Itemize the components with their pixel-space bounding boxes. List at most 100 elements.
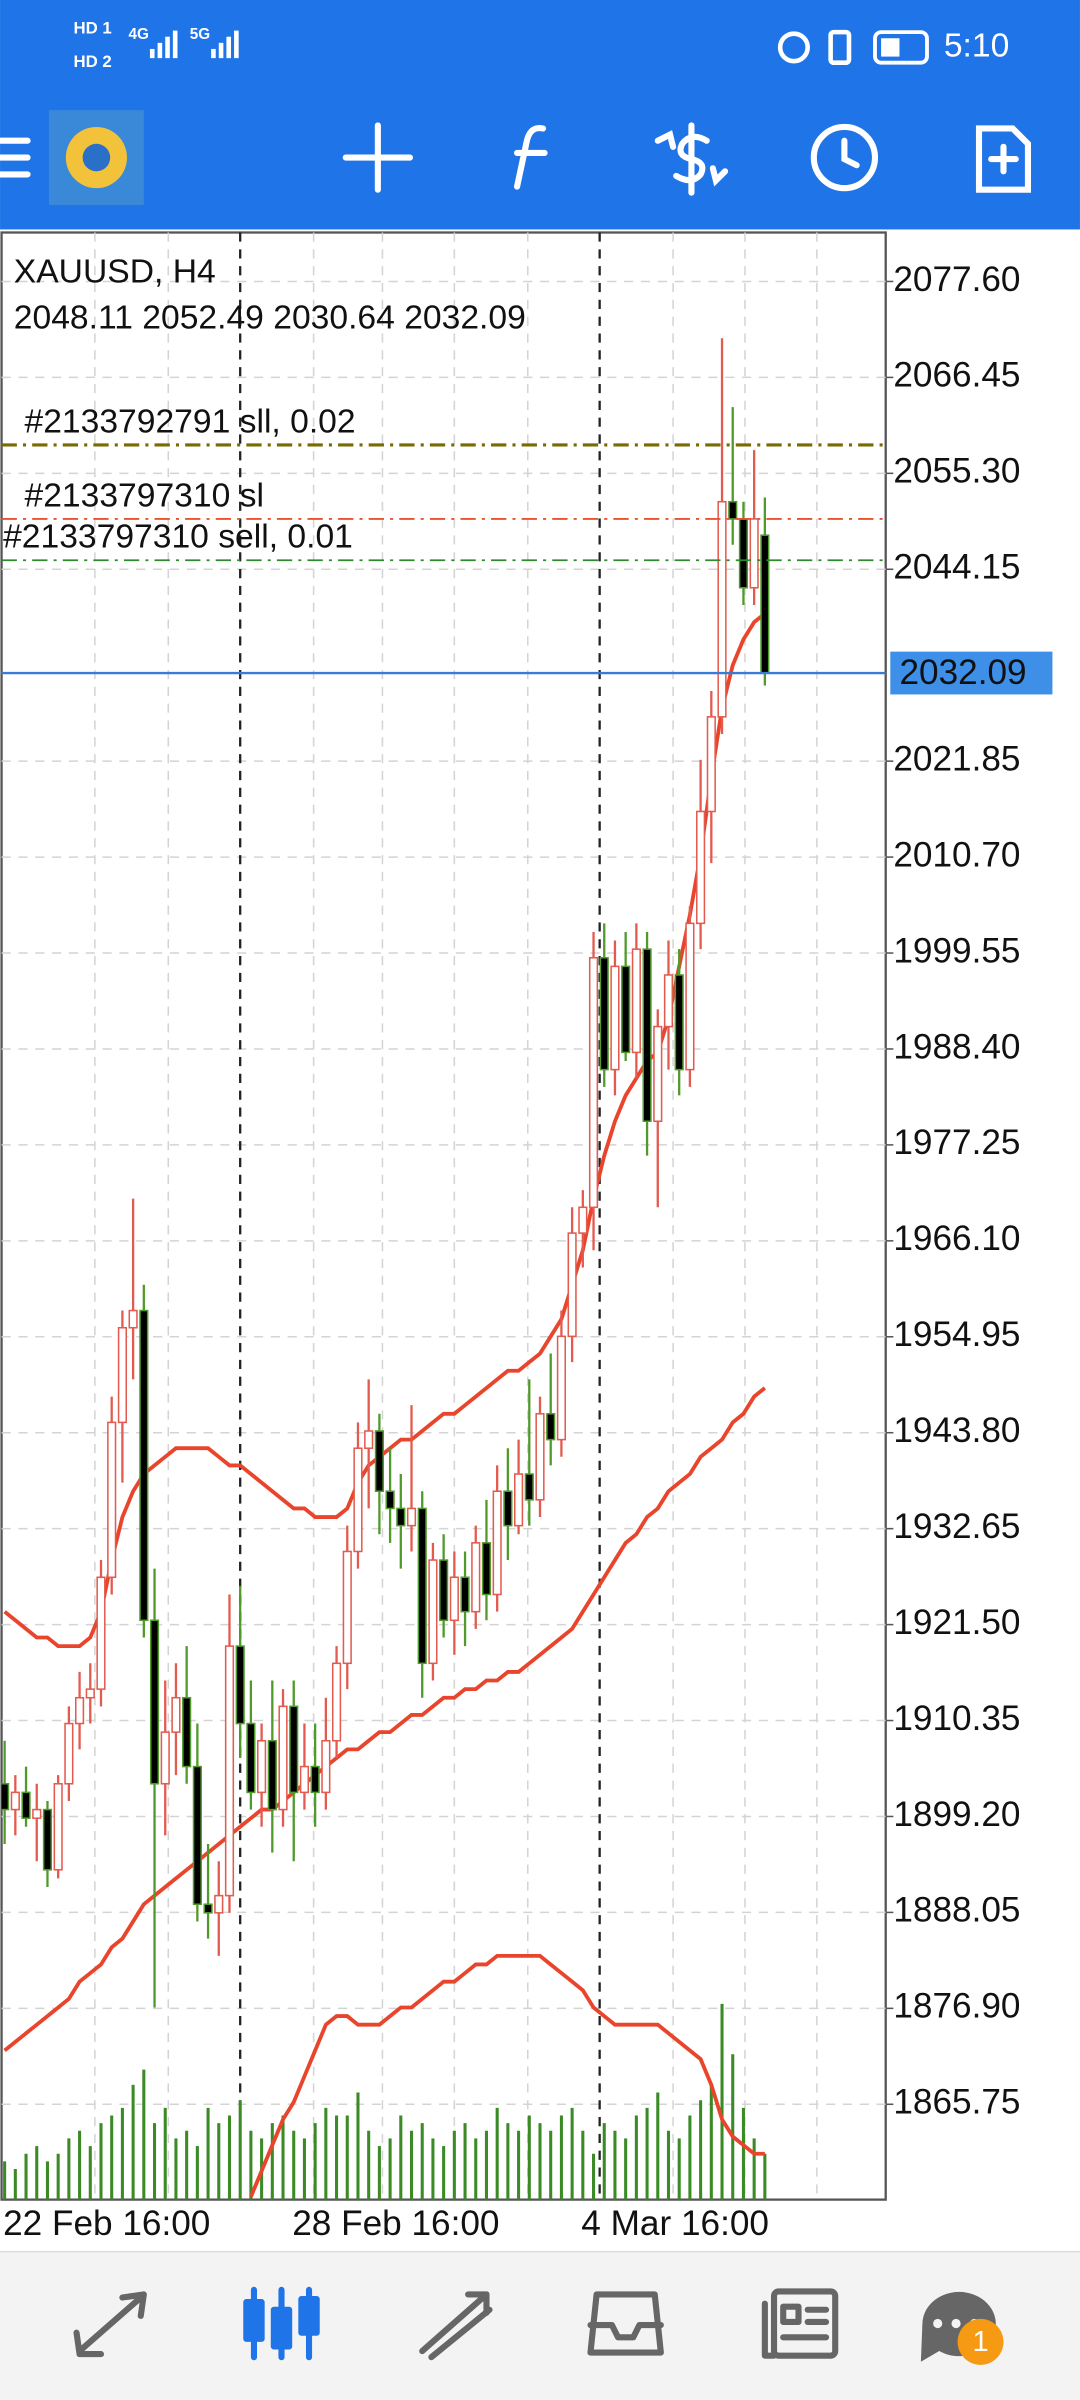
trade-tab[interactable] (419, 2291, 493, 2361)
x-tick-label: 4 Mar 16:00 (581, 2204, 769, 2243)
ohlc-low: 2030.64 (273, 300, 395, 337)
candle-body (674, 974, 684, 1071)
candle-body (449, 1576, 459, 1622)
order-label: #2133792791 sll, 0.02 (25, 403, 356, 440)
candle-body (74, 1696, 85, 1725)
x-tick-label: 22 Feb 16:00 (3, 2204, 210, 2243)
candle-body (128, 1309, 138, 1329)
candle-body (492, 1490, 502, 1596)
candle-body (631, 948, 641, 1054)
status-label: HD 2 (73, 52, 111, 71)
news-tab[interactable] (761, 2288, 839, 2359)
candle-body (289, 1705, 299, 1794)
ohlc-info: 2048.11 2052.49 2030.64 2032.09 (14, 300, 526, 337)
status-time: 5:10 (944, 27, 1009, 64)
bottom-nav (0, 2251, 1080, 2400)
timeframe-button[interactable] (810, 123, 879, 192)
candle-body (64, 1722, 74, 1785)
history-tab[interactable] (587, 2291, 664, 2356)
app-bar (0, 0, 1080, 230)
candle-body (224, 1645, 235, 1897)
candle-body (663, 974, 674, 1028)
candle-body (203, 1903, 213, 1914)
status-label: 5G (190, 26, 210, 43)
candle-body (513, 1473, 524, 1527)
candle-body (481, 1542, 492, 1596)
candle-body (182, 1696, 192, 1768)
candle-body (556, 1335, 567, 1441)
candle-body (642, 948, 652, 1123)
order-label: #2133797310 sell, 0.01 (3, 519, 353, 556)
menu-button[interactable] (0, 137, 31, 178)
candle-body (610, 965, 620, 1071)
y-tick-label: 1932.65 (893, 1507, 1020, 1546)
y-tick-label: 2044.15 (893, 548, 1020, 587)
candle-body (299, 1765, 310, 1794)
candle-body (139, 1309, 149, 1622)
y-tick-label: 1921.50 (893, 1603, 1020, 1642)
candle-body (53, 1783, 63, 1871)
y-tick-label: 1954.95 (893, 1315, 1020, 1354)
candle-body (214, 1894, 224, 1914)
toolbar (0, 110, 1032, 205)
new-order-button[interactable] (975, 125, 1032, 193)
y-tick-label: 1888.05 (893, 1891, 1020, 1930)
candle-body (417, 1507, 427, 1665)
candle-body (524, 1473, 534, 1501)
candle-body (364, 1430, 374, 1449)
candle-body (749, 518, 759, 589)
y-tick-label: 2055.30 (893, 452, 1020, 491)
quotes-tab[interactable] (73, 2291, 147, 2358)
candle-body (728, 500, 738, 520)
price-label: 2032.09 (899, 653, 1026, 692)
candle-body (535, 1413, 545, 1501)
chart-title: XAUUSD, H4 (14, 254, 216, 291)
y-tick-label: 1943.80 (893, 1411, 1020, 1450)
candle-body (439, 1559, 449, 1622)
indicators-button[interactable] (513, 125, 548, 190)
candle-body (246, 1722, 256, 1794)
candle-body (546, 1413, 556, 1441)
candle-body (32, 1808, 42, 1819)
order-label: #2133797310 sl (25, 477, 264, 514)
candle-body (310, 1765, 320, 1794)
price-label-box (890, 651, 1053, 695)
candle-body (471, 1542, 481, 1613)
candle-body (760, 534, 770, 674)
ohlc-open: 2048.11 (14, 300, 133, 337)
y-tick-label: 1899.20 (893, 1795, 1020, 1834)
app-logo[interactable] (48, 110, 144, 205)
candle-body (117, 1326, 127, 1424)
candle-body (257, 1739, 267, 1794)
candle-body (428, 1559, 438, 1665)
status-bar: HD 1 HD 2 4G 5G 5:10 (73, 19, 1009, 72)
status-label: HD 1 (73, 19, 111, 38)
y-tick-label: 1999.55 (893, 931, 1020, 970)
candle-body (588, 956, 599, 1209)
candle-body (160, 1731, 170, 1785)
chart-tab[interactable] (243, 2286, 320, 2361)
candle-body (21, 1791, 31, 1819)
y-tick-label: 2010.70 (893, 835, 1020, 874)
candle-body (685, 922, 695, 1071)
crosshair-button[interactable] (342, 122, 414, 193)
y-tick-label: 1865.75 (893, 2083, 1020, 2122)
ohlc-high: 2052.49 (142, 300, 264, 337)
y-tick-label: 1910.35 (893, 1699, 1020, 1738)
candle-body (396, 1507, 406, 1527)
band-middle (3, 1386, 767, 2052)
trade-button[interactable] (654, 122, 729, 196)
candle-body (578, 1206, 588, 1234)
ohlc-close: 2032.09 (404, 300, 526, 337)
candle-body (267, 1739, 277, 1811)
candle-body (717, 500, 727, 718)
candle-body (235, 1645, 245, 1725)
candle-body (171, 1696, 181, 1733)
candle-body (385, 1490, 395, 1510)
candle-body (738, 518, 749, 589)
candle-body (10, 1791, 20, 1811)
candle-body (599, 956, 609, 1071)
candle-body (192, 1765, 202, 1905)
